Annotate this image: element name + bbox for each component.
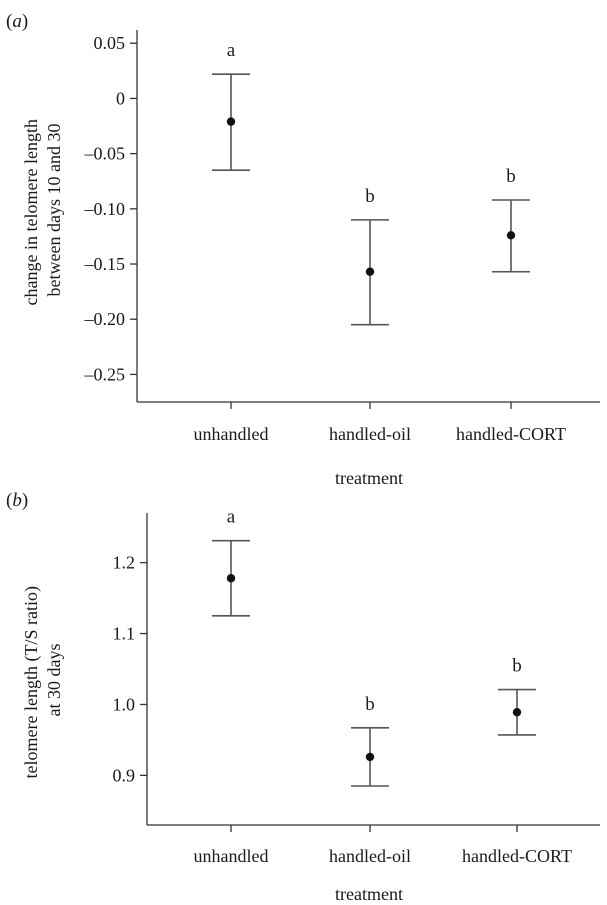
y-tick-label: 1.2 [113, 553, 136, 573]
significance-letter: a [227, 507, 236, 528]
panel-b-label: (b) [6, 490, 28, 511]
panel-b-categories: unhandled handled-oil handled-CORT [194, 825, 572, 866]
y-tick-label: –0.25 [84, 364, 126, 384]
data-point [512, 708, 522, 717]
panel-b-ylabel: telomere length (T/S ratio) at 30 days [21, 582, 64, 779]
panel-a-categories: unhandled handled-oil handled-CORT [194, 402, 566, 444]
panel-a-label: (a) [6, 11, 28, 32]
panel-a-yticks: 0.05 0 –0.05 –0.10 –0.15 –0.20 –0.25 [84, 33, 137, 384]
significance-letter: b [506, 166, 516, 187]
y-tick-label: 0 [116, 88, 125, 108]
panel-b-yticks: 1.2 1.1 1.0 0.9 [113, 553, 147, 785]
significance-letter: b [365, 186, 375, 207]
y-tick-label: –0.20 [84, 309, 126, 329]
category-label: handled-CORT [456, 424, 566, 444]
category-label: unhandled [194, 846, 269, 866]
panel-b: (b) telomere length (T/S ratio) at 30 da… [6, 490, 600, 904]
panel-b-marks: a b b [212, 507, 536, 787]
category-label: handled-oil [329, 424, 411, 444]
significance-letter: b [512, 656, 522, 677]
y-tick-label: 1.0 [113, 694, 136, 714]
category-label: unhandled [194, 424, 269, 444]
panel-b-xlabel: treatment [335, 884, 403, 904]
panel-a: (a) change in telomere length between da… [6, 11, 600, 488]
y-tick-label: –0.15 [84, 254, 126, 274]
significance-letter: a [227, 40, 236, 61]
y-tick-label: 1.1 [113, 624, 136, 644]
data-point [226, 117, 236, 126]
y-tick-label: 0.05 [94, 33, 126, 53]
panel-a-ylabel: change in telomere length between days 1… [21, 115, 64, 306]
data-point [226, 574, 236, 583]
data-point [506, 231, 516, 240]
y-tick-label: 0.9 [113, 765, 136, 785]
significance-letter: b [365, 694, 375, 715]
category-label: handled-CORT [462, 846, 572, 866]
y-tick-label: –0.10 [84, 199, 126, 219]
data-point [365, 267, 375, 276]
panel-a-xlabel: treatment [335, 468, 403, 488]
category-label: handled-oil [329, 846, 411, 866]
panel-a-marks: a b b [212, 40, 530, 326]
y-tick-label: –0.05 [84, 144, 126, 164]
data-point [365, 752, 375, 762]
